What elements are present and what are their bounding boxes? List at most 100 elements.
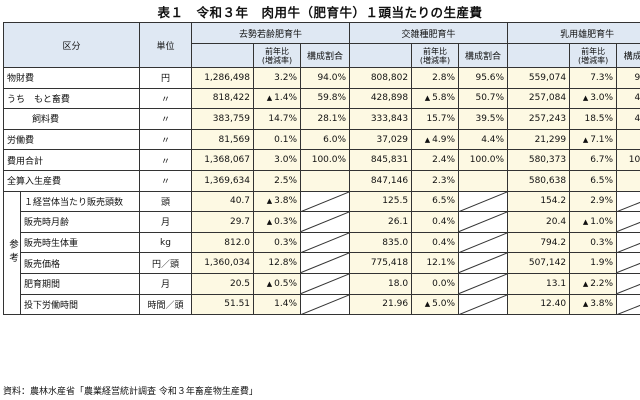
row-unit: kg — [139, 231, 193, 254]
change-rate-cell: 1.9% — [569, 252, 618, 274]
decrease-triangle-icon: ▲ — [582, 94, 589, 103]
row-label: 物財費 — [2, 67, 141, 89]
decrease-triangle-icon: ▲ — [424, 135, 431, 144]
change-rate-value: 0.4% — [432, 237, 456, 248]
header-kubun: 区分 — [2, 22, 141, 68]
header-kousei: 構成割合 — [458, 43, 509, 68]
change-rate-cell: ▲ 3.0% — [569, 87, 618, 110]
row-unit: 円 — [139, 67, 193, 89]
change-rate-value: 5.0% — [432, 299, 456, 310]
change-rate-cell: 0.1% — [253, 128, 302, 151]
share-cell-na — [300, 252, 351, 274]
header-zennen-line1: 前年比 — [265, 46, 290, 56]
value-cell: 37,029 — [349, 128, 413, 151]
change-rate-value: 0.1% — [274, 134, 298, 145]
row-label: 全算入生産費 — [2, 169, 141, 192]
value-cell: 818,422 — [191, 87, 255, 110]
table-title: 表１ 令和３年 肉用牛（肥育牛）１頭当たりの生産費 — [157, 5, 483, 20]
header-zennen: 前年比 (増減率) — [411, 43, 460, 68]
row-label: 投下労働時間 — [19, 293, 141, 316]
change-rate-cell: 6.7% — [569, 149, 618, 171]
change-rate-value: 12.8% — [268, 258, 298, 269]
value-cell: 333,843 — [349, 108, 413, 130]
diagonal-slash — [459, 212, 507, 232]
change-rate-cell: ▲ 0.3% — [253, 211, 302, 233]
value-cell: 835.0 — [349, 231, 413, 254]
diagonal-slash — [459, 192, 507, 212]
change-rate-value: 0.4% — [432, 216, 456, 227]
row-label: 販売時月齢 — [19, 211, 141, 233]
production-cost-table: 区分 単位 去勢若齢肥育牛 交雑種肥育牛 乳用雄肥育牛 前年比 (増減率) 構成割… — [2, 22, 640, 316]
group-header-kyosei: 去勢若齢肥育牛 — [191, 22, 351, 44]
share-cell-na — [458, 293, 509, 316]
diagonal-slash — [617, 233, 640, 253]
share-cell-na — [616, 272, 640, 295]
diagonal-slash — [459, 274, 507, 294]
change-rate-cell: 15.7% — [411, 108, 460, 130]
value-cell: 125.5 — [349, 190, 413, 213]
change-rate-value: 2.5% — [274, 175, 298, 186]
change-rate-value: 1.0% — [590, 216, 614, 227]
table-row: 物財費円 1,286,498 3.2% 94.0% 808,802 2.8% 95.6% 55… — [2, 67, 640, 89]
share-cell-na — [300, 190, 351, 213]
table-row: 肥育期間月 20.5 ▲ 0.5% 18.0 0.0% 13.1 ▲ 2.2% — [4, 272, 640, 295]
value-cell: 40.7 — [191, 190, 255, 213]
change-rate-cell: 3.2% — [253, 67, 302, 89]
value-cell: 12.40 — [507, 293, 571, 316]
share-cell: 4.4% — [458, 128, 509, 151]
header-tani: 単位 — [139, 22, 193, 68]
value-cell: 1,360,034 — [191, 252, 255, 274]
change-rate-cell: 2.4% — [411, 149, 460, 171]
share-cell: 39.5% — [458, 108, 509, 130]
value-cell: 26.1 — [349, 211, 413, 233]
group-header-kozatsu: 交雑種肥育牛 — [349, 22, 509, 44]
change-rate-cell: ▲ 4.9% — [411, 128, 460, 151]
change-rate-value: 1.9% — [590, 258, 614, 269]
header-zennen: 前年比 (増減率) — [253, 43, 302, 68]
value-cell: 559,074 — [507, 67, 571, 89]
change-rate-cell: 0.3% — [569, 231, 618, 254]
value-cell: 18.0 — [349, 272, 413, 295]
share-cell-na — [300, 293, 351, 316]
change-rate-cell: 0.4% — [411, 211, 460, 233]
change-rate-value: 6.5% — [432, 196, 456, 207]
diagonal-slash — [617, 212, 640, 232]
table-row: 費用合計〃 1,368,067 3.0% 100.0% 845,831 2.4% 100.0… — [2, 149, 640, 171]
diagonal-slash — [617, 274, 640, 294]
table-row: うち もと畜費〃 818,422 ▲ 1.4% 59.8% 428,898 ▲ 5.8% 50.… — [2, 87, 640, 110]
share-cell-na — [458, 252, 509, 274]
row-unit: 〃 — [139, 87, 193, 110]
change-rate-cell: ▲ 0.5% — [253, 272, 302, 295]
header-zennen: 前年比 (増減率) — [569, 43, 618, 68]
header-zennen-line1: 前年比 — [423, 46, 448, 56]
diagonal-slash — [301, 212, 349, 232]
change-rate-value: 6.7% — [590, 155, 614, 166]
value-cell: 20.4 — [507, 211, 571, 233]
share-cell: 95.6% — [458, 67, 509, 89]
header-blank — [349, 43, 413, 68]
value-cell: 13.1 — [507, 272, 571, 295]
header-kousei: 構成割合 — [616, 43, 640, 68]
value-cell: 808,802 — [349, 67, 413, 89]
change-rate-cell: ▲ 3.8% — [253, 190, 302, 213]
share-cell: 59.8% — [300, 87, 351, 110]
change-rate-value: 1.4% — [274, 93, 298, 104]
share-cell-na — [616, 252, 640, 274]
share-cell: 100.0% — [300, 149, 351, 171]
change-rate-cell: ▲ 3.8% — [569, 293, 618, 316]
share-cell-na — [458, 211, 509, 233]
change-rate-value: 2.2% — [590, 278, 614, 289]
decrease-triangle-icon: ▲ — [582, 279, 589, 288]
change-rate-value: 0.3% — [590, 237, 614, 248]
share-cell-na — [458, 272, 509, 295]
share-cell-na — [300, 211, 351, 233]
row-label: 飼料費 — [2, 108, 141, 130]
diagonal-slash — [459, 253, 507, 273]
table-row: 販売時月齢月 29.7 ▲ 0.3% 26.1 0.4% 20.4 ▲ 1.0% — [4, 211, 640, 233]
row-label: 販売時生体重 — [19, 231, 141, 254]
share-cell-na — [458, 231, 509, 254]
row-label: 販売価格 — [19, 252, 141, 274]
decrease-triangle-icon: ▲ — [424, 300, 431, 309]
value-cell: 21,299 — [507, 128, 571, 151]
change-rate-value: 12.1% — [426, 258, 456, 269]
